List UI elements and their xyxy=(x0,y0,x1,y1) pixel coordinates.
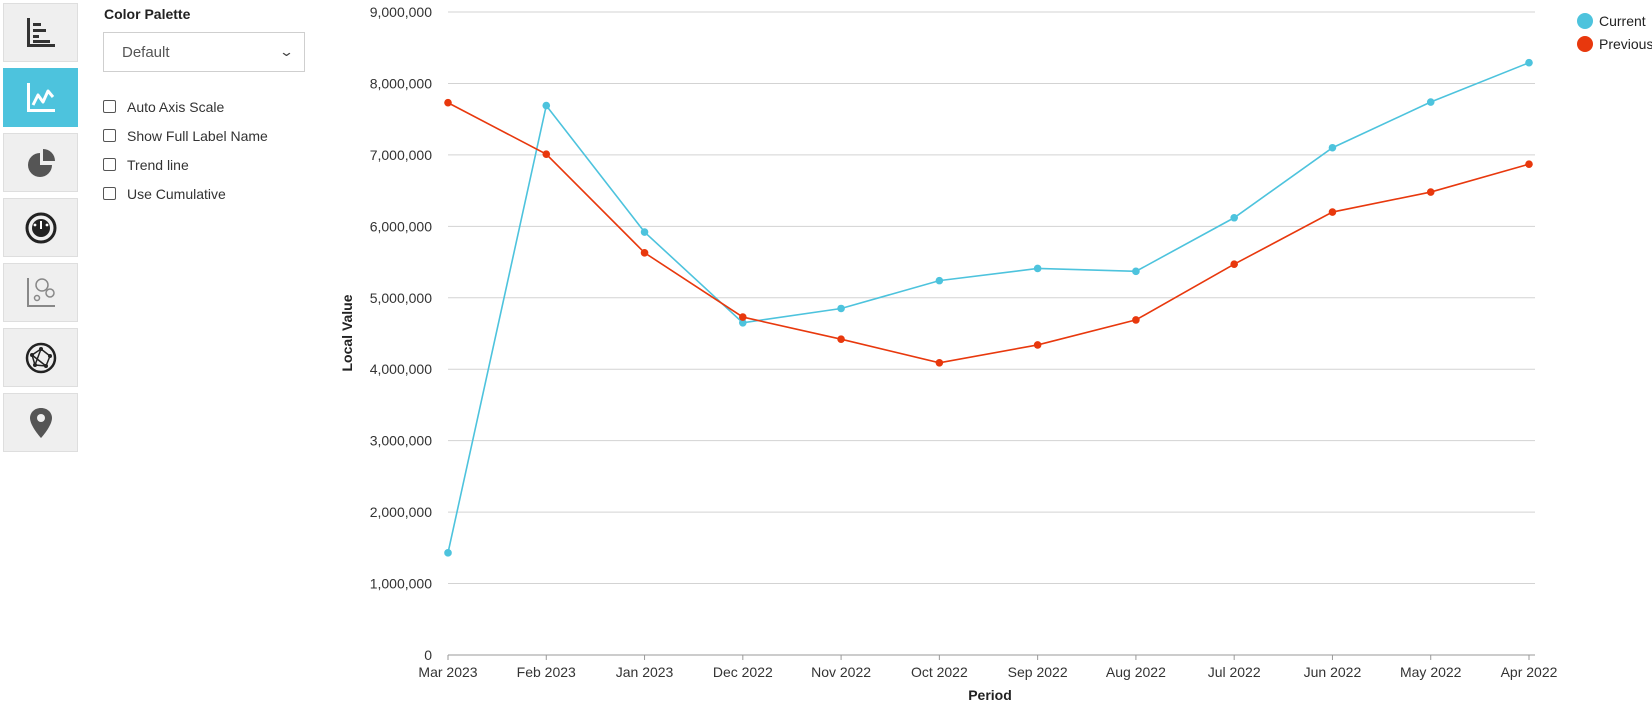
chart-type-toolbar xyxy=(3,3,78,458)
x-tick-label: Nov 2022 xyxy=(811,664,871,680)
data-point xyxy=(542,150,551,158)
data-point xyxy=(935,358,944,367)
use-cumulative-checkbox[interactable] xyxy=(103,187,116,200)
data-point xyxy=(1230,213,1238,222)
data-point xyxy=(1132,316,1140,324)
y-tick-label: 4,000,000 xyxy=(370,361,432,377)
legend-marker xyxy=(1577,36,1593,52)
legend-marker xyxy=(1577,13,1593,29)
series-line-current xyxy=(447,61,1530,554)
x-tick-label: Mar 2023 xyxy=(418,664,477,680)
map-button[interactable] xyxy=(3,393,78,452)
auto-axis-scale-label: Auto Axis Scale xyxy=(127,98,225,115)
data-point xyxy=(1525,160,1533,168)
x-tick-label: Dec 2022 xyxy=(713,664,773,680)
y-tick-label: 5,000,000 xyxy=(370,290,432,306)
color-palette-select[interactable]: Default ⌄ xyxy=(103,32,305,72)
data-point xyxy=(1033,264,1042,273)
data-point xyxy=(542,101,551,110)
gauge-button[interactable] xyxy=(3,198,78,257)
chart-options-panel: Color Palette Default ⌄ Auto Axis Scale … xyxy=(103,6,313,208)
data-point xyxy=(1426,98,1435,106)
pie-chart-icon xyxy=(22,144,60,182)
legend-label: Previous xyxy=(1599,36,1652,52)
x-tick-label: Aug 2022 xyxy=(1106,664,1166,680)
x-tick-label: Sep 2022 xyxy=(1008,664,1068,680)
data-point xyxy=(837,335,845,344)
bubble-chart-icon xyxy=(22,274,60,312)
x-tick-label: May 2022 xyxy=(1400,664,1462,680)
data-point xyxy=(1328,143,1337,152)
y-axis-title: Local Value xyxy=(339,294,355,371)
data-point xyxy=(444,549,452,557)
data-point xyxy=(1525,58,1533,67)
trend-line-checkbox[interactable] xyxy=(103,158,116,171)
data-point xyxy=(739,313,747,321)
y-tick-label: 1,000,000 xyxy=(370,576,432,592)
data-point xyxy=(1132,267,1140,276)
data-point xyxy=(640,228,649,236)
color-palette-value: Default xyxy=(122,43,170,61)
y-tick-label: 0 xyxy=(424,647,432,663)
bar-chart-button[interactable] xyxy=(3,3,78,62)
use-cumulative-option[interactable]: Use Cumulative xyxy=(103,179,313,208)
y-tick-label: 7,000,000 xyxy=(370,147,432,163)
data-point xyxy=(444,98,452,107)
x-tick-label: Feb 2023 xyxy=(517,664,576,680)
x-tick-label: Oct 2022 xyxy=(911,664,968,680)
y-tick-label: 9,000,000 xyxy=(370,4,432,20)
use-cumulative-label: Use Cumulative xyxy=(127,185,226,202)
bar-chart-icon xyxy=(22,14,60,52)
data-point xyxy=(935,276,944,285)
x-tick-label: Jan 2023 xyxy=(616,664,674,680)
trend-line-option[interactable]: Trend line xyxy=(103,150,313,179)
network-icon xyxy=(22,339,60,377)
x-tick-label: Jul 2022 xyxy=(1208,664,1261,680)
data-point xyxy=(1426,188,1435,196)
auto-axis-scale-checkbox[interactable] xyxy=(103,100,116,113)
chevron-down-icon: ⌄ xyxy=(278,44,295,59)
line-chart-icon xyxy=(22,79,60,117)
map-pin-icon xyxy=(22,404,60,442)
x-tick-label: Jun 2022 xyxy=(1304,664,1362,680)
show-full-label-name-option[interactable]: Show Full Label Name xyxy=(103,121,313,150)
trend-line-label: Trend line xyxy=(127,156,189,173)
legend-label: Current xyxy=(1599,13,1646,29)
data-point xyxy=(1328,208,1337,216)
data-point xyxy=(640,248,649,257)
x-tick-label: Apr 2022 xyxy=(1501,664,1558,680)
data-point xyxy=(837,304,845,313)
pie-chart-button[interactable] xyxy=(3,133,78,192)
series-line-previous xyxy=(447,102,1530,364)
y-tick-label: 8,000,000 xyxy=(370,75,432,91)
network-chart-button[interactable] xyxy=(3,328,78,387)
show-full-label-name-checkbox[interactable] xyxy=(103,129,116,142)
data-point xyxy=(1230,260,1238,268)
data-point xyxy=(1033,341,1042,349)
color-palette-label: Color Palette xyxy=(104,6,191,22)
y-tick-label: 2,000,000 xyxy=(370,504,432,520)
y-tick-label: 3,000,000 xyxy=(370,433,432,449)
show-full-label-name-label: Show Full Label Name xyxy=(127,127,268,144)
data-point xyxy=(739,318,747,327)
auto-axis-scale-option[interactable]: Auto Axis Scale xyxy=(103,92,313,121)
x-axis-title: Period xyxy=(968,687,1012,703)
y-tick-label: 6,000,000 xyxy=(370,218,432,234)
line-chart-button[interactable] xyxy=(3,68,78,127)
bubble-chart-button[interactable] xyxy=(3,263,78,322)
gauge-icon xyxy=(22,209,60,247)
